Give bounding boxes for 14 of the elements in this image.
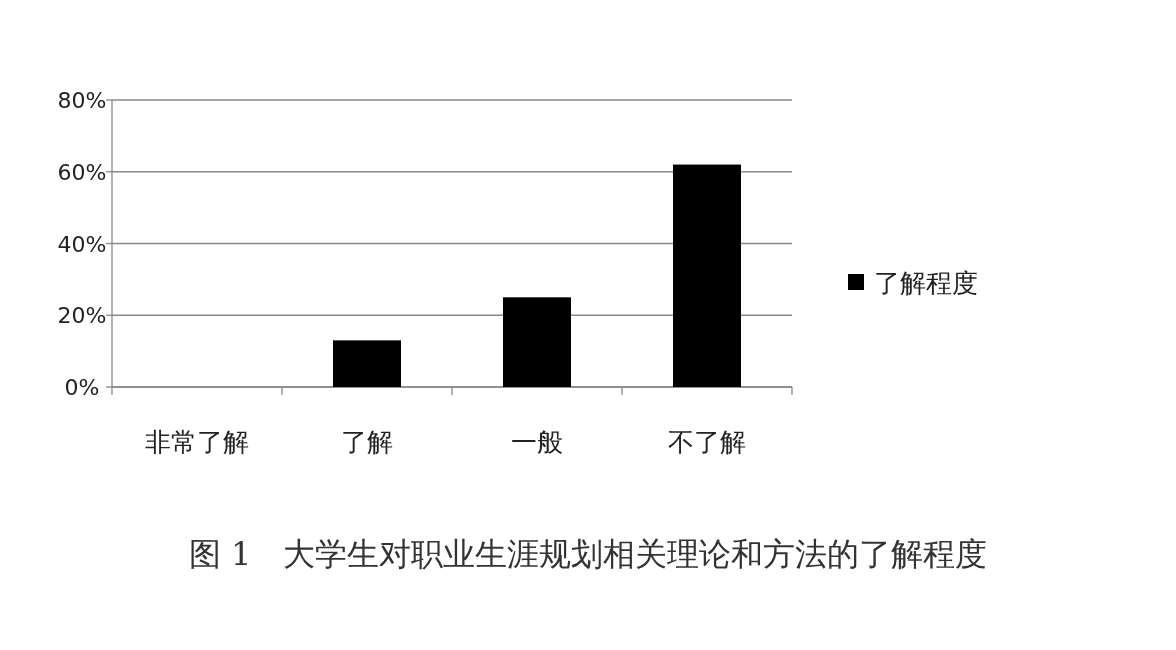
y-tick-label: 60% — [57, 159, 107, 185]
x-tick-label: 一般 — [511, 427, 563, 457]
x-tick-label: 非常了解 — [145, 427, 249, 457]
x-tick-label: 了解 — [341, 427, 393, 457]
bar — [503, 297, 571, 387]
y-tick-label: 80% — [57, 88, 107, 113]
bar — [673, 164, 741, 387]
x-tick-label: 不了解 — [668, 427, 746, 457]
y-tick-label: 20% — [57, 303, 107, 329]
legend-label: 了解程度 — [874, 268, 978, 298]
y-tick-label: 40% — [57, 231, 107, 257]
bar — [333, 340, 401, 387]
text: 图 1 大学生对职业生涯规划相关理论和方法的了解程度 — [188, 535, 988, 573]
y-tick-label: 0% — [64, 375, 100, 400]
